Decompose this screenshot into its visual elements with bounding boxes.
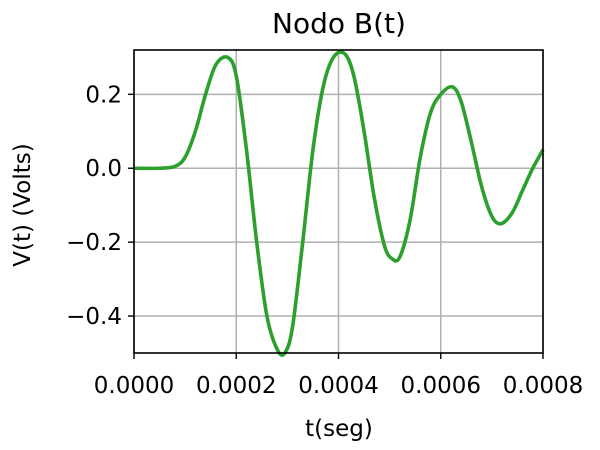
x-tick-label: 0.0006 xyxy=(401,373,481,399)
x-axis-title: t(seg) xyxy=(305,416,373,442)
y-axis-title: V(t) (Volts) xyxy=(10,143,36,266)
x-axis: 0.0000 0.0002 0.0004 0.0006 0.0008 xyxy=(94,353,583,399)
x-tick-label: 0.0004 xyxy=(298,373,378,399)
y-tick-label: −0.2 xyxy=(66,230,122,256)
chart-title: Nodo B(t) xyxy=(272,7,406,40)
y-tick-label: −0.4 xyxy=(66,304,122,330)
x-tick-label: 0.0000 xyxy=(94,373,174,399)
x-tick-label: 0.0002 xyxy=(196,373,276,399)
y-axis: 0.2 0.0 −0.2 −0.4 xyxy=(66,82,134,330)
series-line xyxy=(133,50,545,357)
y-tick-label: 0.0 xyxy=(85,156,122,182)
y-tick-label: 0.2 xyxy=(85,82,122,108)
x-tick-label: 0.0008 xyxy=(503,373,583,399)
grid xyxy=(133,50,544,353)
plot-area xyxy=(133,50,545,357)
